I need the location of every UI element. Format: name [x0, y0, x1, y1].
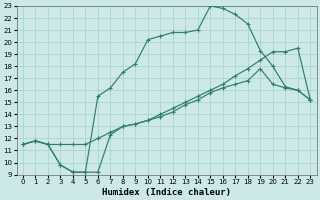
X-axis label: Humidex (Indice chaleur): Humidex (Indice chaleur)	[102, 188, 231, 197]
